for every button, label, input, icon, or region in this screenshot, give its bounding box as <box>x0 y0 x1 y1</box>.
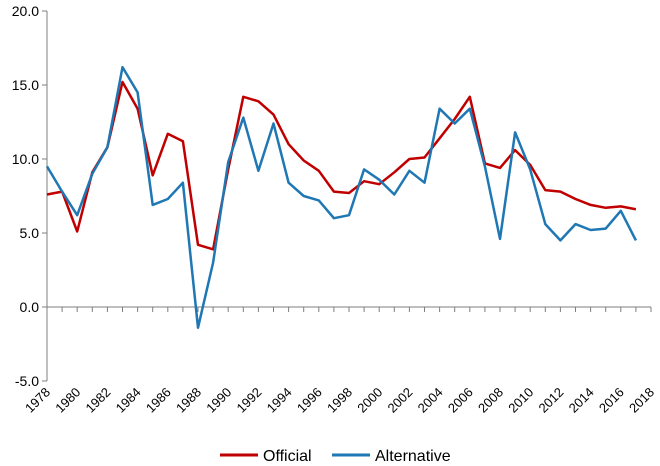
x-tick-label: 2006 <box>445 385 476 416</box>
y-tick-label: -5.0 <box>15 373 39 389</box>
x-tick-label: 1982 <box>82 385 113 416</box>
x-tick-label: 2004 <box>415 385 446 416</box>
legend-label-alternative: Alternative <box>375 448 451 465</box>
y-axis-ticks: 20.0 15.0 10.0 5.0 0.0 -5.0 <box>12 3 47 389</box>
x-tick-label: 1986 <box>143 385 174 416</box>
chart-axes <box>46 11 651 381</box>
x-tick-label: 2010 <box>505 385 536 416</box>
x-tick-label: 2012 <box>535 385 566 416</box>
chart-series <box>45 65 638 329</box>
y-tick-label: 5.0 <box>20 225 40 241</box>
y-tick-label: 20.0 <box>12 3 39 19</box>
x-tick-label: 1984 <box>113 385 144 416</box>
x-tick-label: 2000 <box>354 385 385 416</box>
series-line-alternative <box>45 65 638 329</box>
legend-label-official: Official <box>263 448 312 465</box>
chart-legend: Official Alternative <box>220 448 451 465</box>
x-tick-label: 1988 <box>173 385 204 416</box>
x-tick-label: 1992 <box>233 385 264 416</box>
x-tick-label: 2008 <box>475 385 506 416</box>
y-tick-label: 15.0 <box>12 77 39 93</box>
y-tick-label: 10.0 <box>12 151 39 167</box>
x-tick-label: 1978 <box>22 385 53 416</box>
x-tick-label: 2014 <box>566 385 597 416</box>
x-tick-label: 2018 <box>626 385 657 416</box>
x-tick-label: 1990 <box>203 385 234 416</box>
x-tick-label: 1980 <box>52 385 83 416</box>
x-tick-label: 2016 <box>596 385 627 416</box>
x-tick-label: 1998 <box>324 385 355 416</box>
x-axis-ticks: 1978 1980 1982 1984 1986 1988 1990 1992 1994 1996… <box>22 307 657 416</box>
x-tick-label: 2002 <box>384 385 415 416</box>
x-tick-label: 1996 <box>294 385 325 416</box>
x-tick-label: 1994 <box>264 385 295 416</box>
y-tick-label: 0.0 <box>20 299 40 315</box>
series-line-official <box>46 80 637 251</box>
